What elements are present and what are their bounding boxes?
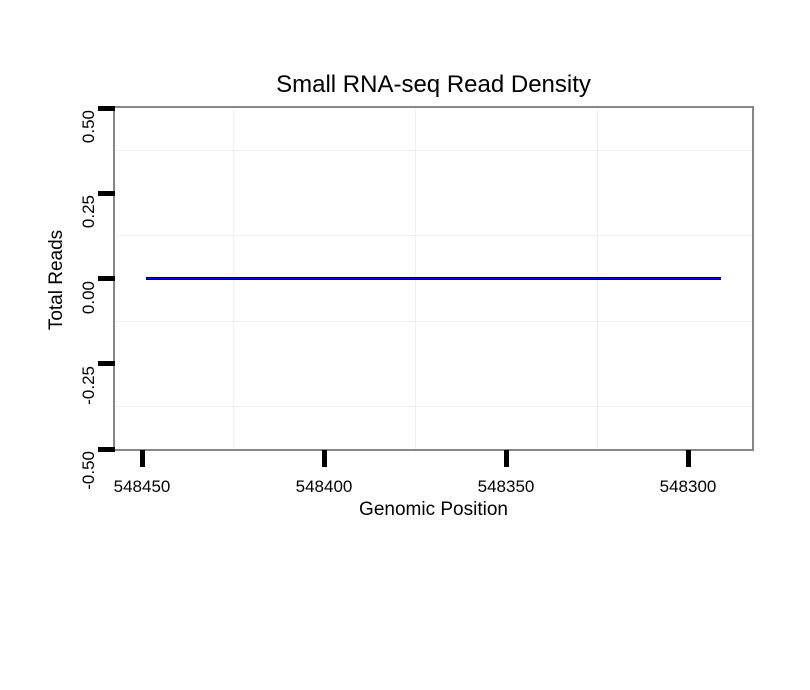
y-tick-label: 0.50 [79,110,98,144]
y-tick-mark [98,190,115,196]
x-tick-label: 548450 [113,477,171,496]
y-axis-title: Total Reads [46,229,67,331]
y-tick-mark [98,361,115,367]
y-tick-label: 0.25 [79,195,98,229]
series-line-antisense [145,277,721,280]
y-tick-label: 0.00 [79,280,98,314]
y-tick-label: -0.25 [79,365,98,405]
x-tick-label: 548400 [295,477,353,496]
y-tick-mark [98,446,115,452]
x-tick-mark [139,450,145,467]
y-tick-mark [98,276,115,281]
legend: Hairpin partition Sense Antisense [0,582,810,616]
x-tick-mark [321,450,327,467]
x-tick-label: 548350 [477,477,535,496]
y-tick-mark [98,105,115,111]
x-tick-label: 548300 [659,477,717,496]
x-axis-title: Genomic Position [359,499,508,520]
y-minor-gridline [115,405,752,407]
y-minor-gridline [115,320,752,322]
x-tick-mark [503,450,509,467]
x-tick-mark [685,450,691,467]
y-minor-gridline [115,235,752,237]
chart-title: Small RNA-seq Read Density [276,71,591,98]
y-minor-gridline [115,150,752,152]
